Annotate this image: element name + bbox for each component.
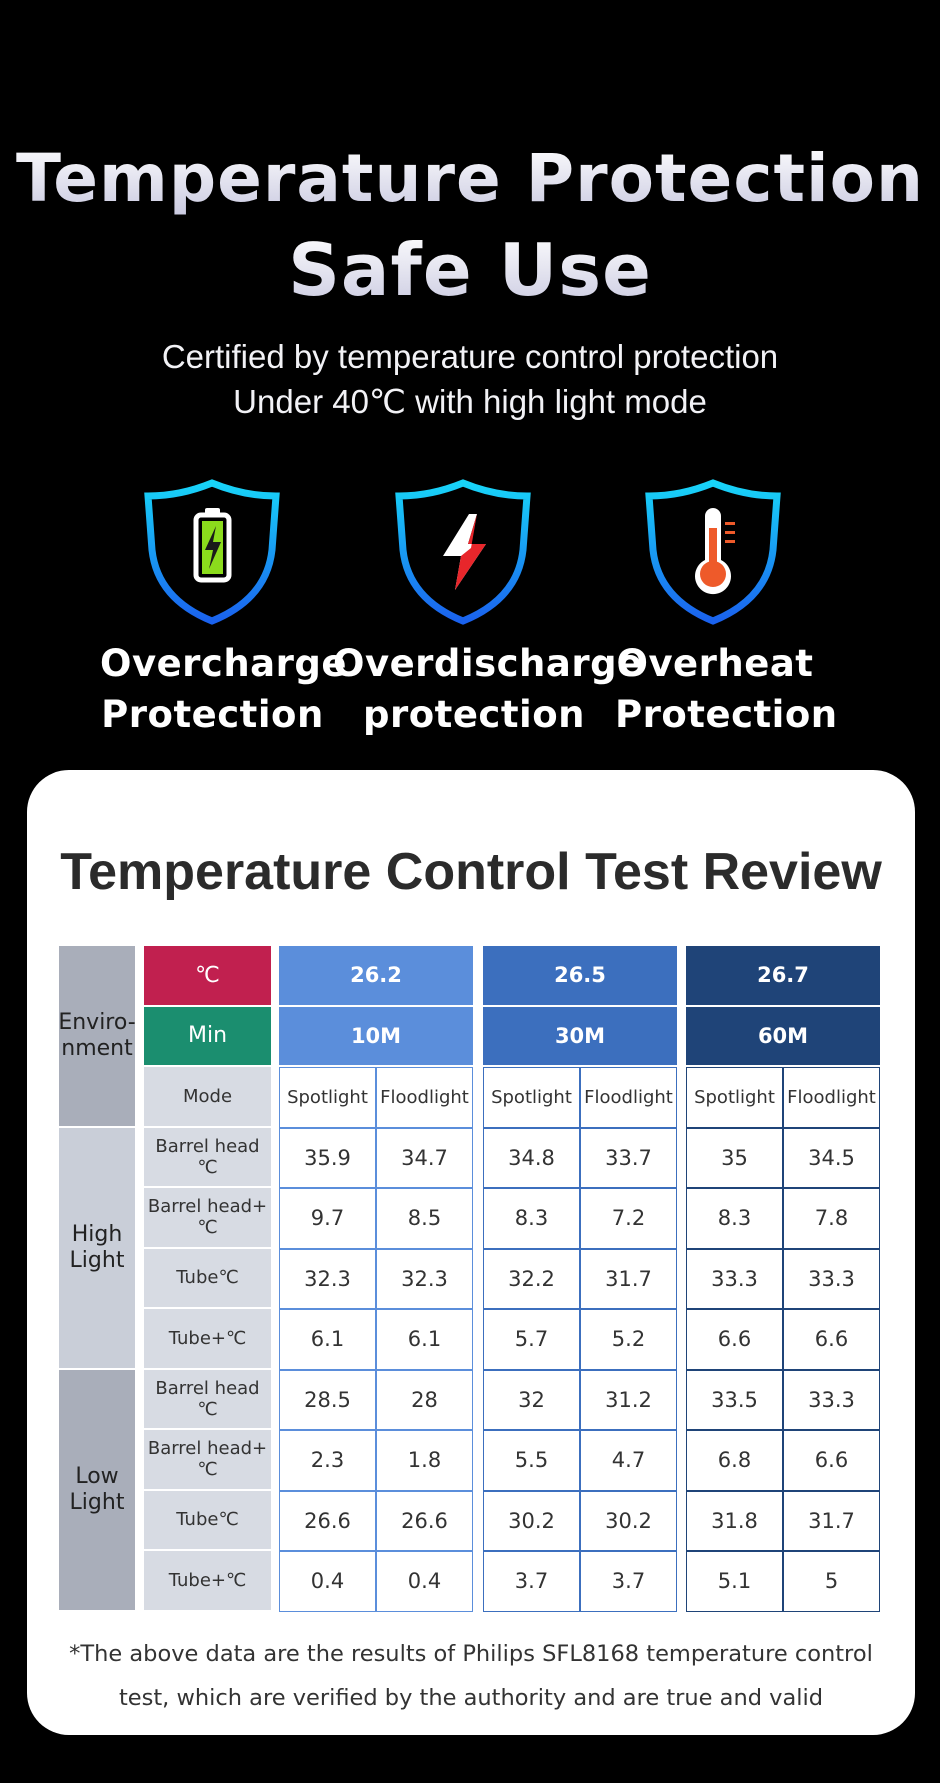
table-cell: 33.5 [686, 1369, 783, 1430]
table-cell: 32.3 [376, 1248, 473, 1309]
feature-overdischarge-line2: protection [363, 693, 585, 736]
table-cell: 6.6 [686, 1309, 783, 1370]
table-cell: 31.7 [580, 1248, 677, 1309]
mode-cell: Floodlight [376, 1067, 473, 1128]
thermometer-icon [645, 479, 781, 625]
table-cell: 7.2 [580, 1188, 677, 1249]
table-cell: 3.7 [483, 1551, 580, 1612]
row-label: Barrel head+℃ [144, 1430, 271, 1489]
table-cell: 34.7 [376, 1127, 473, 1188]
feature-overheat-line2: Protection [615, 693, 838, 736]
table-cell: 6.6 [783, 1309, 880, 1370]
footnote-line2: test, which are verified by the authorit… [118, 1685, 824, 1711]
hero-title-line2: Safe Use [0, 228, 940, 312]
row-label: Barrel head+℃ [144, 1188, 271, 1247]
table-cell: 26.6 [376, 1490, 473, 1551]
table-cell: 35 [686, 1127, 783, 1188]
table-cell: 31.2 [580, 1369, 677, 1430]
table-cell: 3.7 [580, 1551, 677, 1612]
degc-header: ℃ [144, 946, 271, 1005]
duration-header: 60M [686, 1006, 880, 1065]
feature-icons [0, 478, 940, 628]
table-cell: 4.7 [580, 1430, 677, 1491]
duration-header: 10M [279, 1006, 473, 1065]
test-review-card: Temperature Control Test Review Enviro-n… [27, 770, 915, 1735]
table-cell: 28.5 [279, 1369, 376, 1430]
ambient-temp-header: 26.5 [483, 946, 677, 1005]
battery-icon [144, 479, 280, 625]
table-cell: 0.4 [376, 1551, 473, 1612]
ambient-temp-header: 26.2 [279, 946, 473, 1005]
card-title: Temperature Control Test Review [60, 843, 882, 901]
table-cell: 8.3 [483, 1188, 580, 1249]
table-cell: 8.3 [686, 1188, 783, 1249]
row-label: Tube+℃ [144, 1309, 271, 1368]
table-cell: 32.3 [279, 1248, 376, 1309]
table-cell: 7.8 [783, 1188, 880, 1249]
row-label: Tube℃ [144, 1490, 271, 1549]
table-cell: 30.2 [580, 1490, 677, 1551]
table-cell: 5.2 [580, 1309, 677, 1370]
section-label: Low Light [59, 1369, 135, 1610]
feature-overcharge-line1: Overcharge [100, 642, 347, 685]
table-cell: 31.8 [686, 1490, 783, 1551]
mode-header: Mode [144, 1067, 271, 1126]
section-label: High Light [59, 1127, 135, 1368]
table-cell: 6.1 [376, 1309, 473, 1370]
feature-overdischarge-line1: Overdischarge [333, 642, 643, 685]
table-cell: 32.2 [483, 1248, 580, 1309]
table-cell: 0.4 [279, 1551, 376, 1612]
mode-cell: Spotlight [279, 1067, 376, 1128]
footnote: *The above data are the results of Phili… [27, 1632, 915, 1720]
table-cell: 33.7 [580, 1127, 677, 1188]
ambient-temp-header: 26.7 [686, 946, 880, 1005]
table-cell: 9.7 [279, 1188, 376, 1249]
feature-overdischarge: Overdischarge protection [333, 638, 643, 740]
table-cell: 5 [783, 1551, 880, 1612]
row-label: Tube+℃ [144, 1551, 271, 1610]
hero-subtitle-line2: Under 40℃ with high light mode [233, 383, 707, 420]
table-cell: 33.3 [686, 1248, 783, 1309]
feature-overheat-line1: Overheat [616, 642, 814, 685]
lightning-icon [395, 479, 531, 625]
table-cell: 1.8 [376, 1430, 473, 1491]
table-cell: 30.2 [483, 1490, 580, 1551]
table-cell: 26.6 [279, 1490, 376, 1551]
hero-section: Temperature Protection Safe Use Certifie… [0, 0, 940, 770]
row-label: Barrel head ℃ [144, 1369, 271, 1428]
feature-overcharge: Overcharge Protection [100, 638, 347, 740]
table-cell: 6.8 [686, 1430, 783, 1491]
table-cell: 6.1 [279, 1309, 376, 1370]
hero-title-line1: Temperature Protection [0, 140, 940, 217]
table-cell: 32 [483, 1369, 580, 1430]
mode-cell: Floodlight [783, 1067, 880, 1128]
table-cell: 5.7 [483, 1309, 580, 1370]
footnote-line1: *The above data are the results of Phili… [69, 1641, 873, 1667]
hero-subtitle-line1: Certified by temperature control protect… [161, 338, 779, 375]
row-label: Tube℃ [144, 1248, 271, 1307]
min-header: Min [144, 1006, 271, 1065]
table-cell: 34.8 [483, 1127, 580, 1188]
feature-overcharge-line2: Protection [101, 693, 324, 736]
mode-cell: Spotlight [483, 1067, 580, 1128]
table-cell: 5.5 [483, 1430, 580, 1491]
environment-label: Enviro-nment [58, 946, 136, 1126]
table-cell: 5.1 [686, 1551, 783, 1612]
table-cell: 33.3 [783, 1369, 880, 1430]
row-label: Barrel head ℃ [144, 1127, 271, 1186]
table-cell: 31.7 [783, 1490, 880, 1551]
table-cell: 33.3 [783, 1248, 880, 1309]
table-cell: 35.9 [279, 1127, 376, 1188]
mode-cell: Spotlight [686, 1067, 783, 1128]
feature-overheat: Overheat Protection [615, 638, 838, 740]
table-cell: 34.5 [783, 1127, 880, 1188]
table-cell: 8.5 [376, 1188, 473, 1249]
table-cell: 2.3 [279, 1430, 376, 1491]
mode-cell: Floodlight [580, 1067, 677, 1128]
table-cell: 6.6 [783, 1430, 880, 1491]
duration-header: 30M [483, 1006, 677, 1065]
table-cell: 28 [376, 1369, 473, 1430]
